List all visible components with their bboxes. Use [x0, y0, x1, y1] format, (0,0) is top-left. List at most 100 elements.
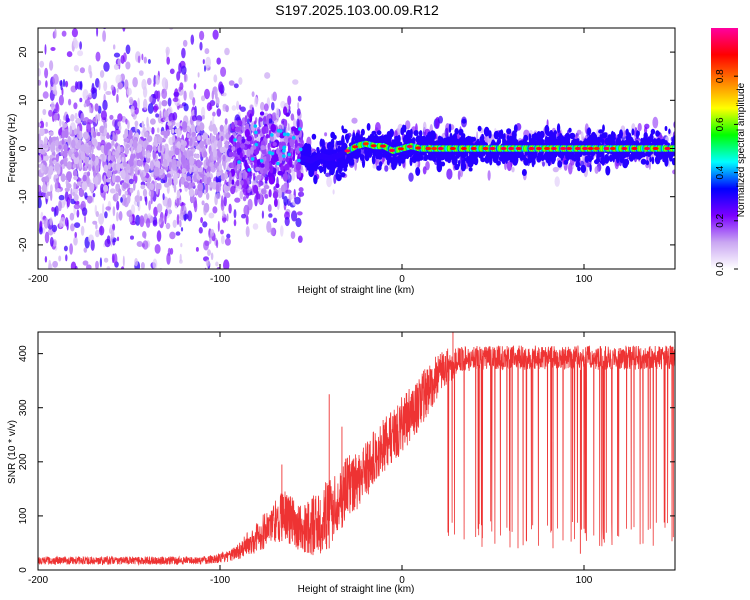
- spectrum-blob: [183, 103, 189, 112]
- spectrum-blob: [95, 51, 101, 62]
- spectrum-dot: [282, 132, 287, 136]
- spectrum-blob: [50, 47, 56, 51]
- spectrum-blob: [141, 78, 147, 91]
- spectrum-core: [650, 128, 656, 135]
- spectrum-blob: [215, 261, 219, 267]
- spectrum-core: [41, 176, 47, 183]
- spectrum-blob: [73, 65, 79, 72]
- spectrum-core: [556, 123, 561, 134]
- spectrum-core: [267, 142, 271, 150]
- spectrum-blob: [155, 113, 160, 118]
- spectrum-core: [646, 151, 652, 157]
- spectrum-blob: [275, 107, 280, 120]
- spectrum-core: [159, 143, 162, 152]
- spectrum-core: [272, 191, 279, 199]
- spectrum-core: [196, 160, 202, 169]
- spectrum-blob: [554, 176, 560, 187]
- spectrum-core: [149, 188, 154, 199]
- spectrum-blob: [69, 212, 75, 221]
- spectrum-core: [83, 103, 87, 108]
- spectrum-core: [103, 127, 108, 136]
- ridge-peak: [344, 149, 351, 153]
- spectrum-core: [557, 160, 563, 168]
- spectrum-blob: [143, 98, 148, 111]
- spectrum-blob: [178, 86, 182, 92]
- spectrum-core: [257, 193, 261, 200]
- spectrum-core: [313, 174, 318, 185]
- x-tick-label: 0: [399, 575, 405, 586]
- spectrum-core: [352, 132, 356, 141]
- spectrum-core: [360, 128, 365, 136]
- spectrum-core: [76, 117, 81, 123]
- ridge-peak: [587, 146, 594, 151]
- spectrum-blob: [92, 220, 98, 225]
- spectrum-blob: [83, 247, 88, 253]
- spectrum-blob: [542, 161, 545, 167]
- spectrum-core: [42, 164, 45, 172]
- spectrum-core: [182, 173, 187, 179]
- spectrum-blob: [42, 91, 49, 99]
- spectrum-core: [215, 184, 220, 193]
- spectrum-core: [467, 137, 473, 144]
- spectrum-core: [180, 145, 185, 152]
- y-tick-label: -20: [18, 237, 29, 252]
- spectrum-core: [110, 155, 114, 162]
- spectrum-core: [212, 147, 217, 158]
- spectrum-core: [242, 156, 246, 163]
- ridge-peak: [652, 146, 659, 151]
- spectrum-blob: [165, 222, 171, 230]
- spectrum-core: [106, 170, 113, 178]
- spectrum-blob: [168, 14, 172, 21]
- spectrum-core: [287, 143, 291, 153]
- spectrum-core: [553, 130, 557, 135]
- spectrum-core: [246, 148, 251, 157]
- spectrum-blob: [250, 162, 254, 169]
- ridge-peak: [609, 146, 616, 151]
- spectrum-blob: [58, 255, 62, 262]
- spectrum-blob: [193, 200, 198, 213]
- spectrum-blob: [86, 264, 92, 269]
- spectrum-blob: [143, 56, 147, 64]
- spectrum-core: [254, 120, 257, 126]
- ridge-peak: [460, 146, 467, 151]
- spectrum-blob: [51, 206, 55, 212]
- spectrum-core: [186, 133, 190, 139]
- spectrum-blob: [375, 122, 381, 133]
- y-tick-label: 10: [18, 94, 29, 106]
- spectrum-core: [230, 186, 236, 195]
- spectrum-core: [244, 129, 250, 138]
- spectrum-core: [411, 157, 417, 163]
- spectrum-core: [439, 137, 444, 147]
- spectrum-core: [92, 131, 97, 139]
- spectrum-core: [39, 127, 45, 137]
- y-tick-label: 0: [18, 567, 29, 573]
- spectrum-blob: [144, 3, 147, 13]
- spectrum-core: [130, 166, 134, 175]
- spectrum-blob: [116, 200, 120, 211]
- spectrum-core: [371, 154, 376, 165]
- spectrum-core: [288, 157, 293, 168]
- spectrum-core: [331, 159, 334, 167]
- spectrum-core: [153, 135, 158, 146]
- spectrum-core: [621, 139, 625, 146]
- spectrum-blob: [333, 174, 337, 185]
- spectrum-core: [176, 197, 180, 207]
- spectrum-core: [95, 114, 98, 124]
- spectrum-blob: [58, 200, 62, 212]
- spectrum-blob: [52, 83, 57, 95]
- spectrum-core: [263, 168, 268, 174]
- spectrum-blob: [652, 116, 659, 129]
- spectrum-blob: [74, 265, 78, 269]
- y-tick-label: 200: [18, 453, 29, 470]
- spectrum-blob: [176, 71, 181, 81]
- spectrum-blob: [487, 170, 491, 181]
- spectrum-blob: [44, 44, 47, 55]
- spectrum-blob: [145, 218, 151, 228]
- spectrum-blob: [264, 194, 269, 199]
- spectrum-blob: [209, 234, 212, 244]
- spectrum-core: [150, 118, 156, 125]
- spectrum-blob: [170, 0, 174, 5]
- spectrum-core: [270, 157, 274, 165]
- ridge-peak: [352, 145, 359, 149]
- spectrum-core: [82, 174, 87, 182]
